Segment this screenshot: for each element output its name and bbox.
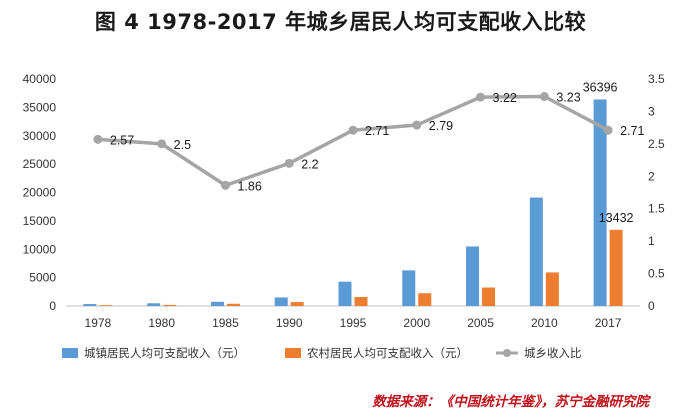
bar-urban <box>402 270 416 306</box>
bar-rural <box>290 302 304 306</box>
bar-rural <box>545 272 559 306</box>
ratio-data-label: 1.86 <box>237 179 261 193</box>
legend-label: 农村居民人均可支配收入（元） <box>307 346 468 360</box>
y-right-tick-label: 1.5 <box>648 202 665 216</box>
ratio-point <box>348 125 358 135</box>
ratio-data-label: 2.57 <box>110 133 134 147</box>
y-right-tick-label: 2 <box>648 169 655 183</box>
ratio-data-label: 3.22 <box>493 91 517 105</box>
x-tick-label: 2010 <box>531 316 558 330</box>
bar-urban <box>83 304 97 306</box>
y-left-tick-label: 10000 <box>23 242 57 256</box>
ratio-point <box>284 158 294 168</box>
bar-urban <box>338 281 352 306</box>
bar-urban <box>593 99 607 306</box>
bar-rural <box>482 287 496 306</box>
ratio-data-label: 2.71 <box>365 124 389 138</box>
y-left-tick-label: 35000 <box>23 100 57 114</box>
bar-rural <box>354 297 368 306</box>
y-left-tick-label: 40000 <box>23 72 57 86</box>
ratio-point <box>157 139 167 149</box>
y-left-tick-label: 25000 <box>23 157 57 171</box>
bar-urban <box>466 246 480 306</box>
legend-swatch-marker <box>503 349 511 357</box>
x-tick-label: 2017 <box>595 316 622 330</box>
ratio-data-label: 3.23 <box>556 91 580 105</box>
bar-rural <box>418 293 432 306</box>
y-left-tick-label: 30000 <box>23 129 57 143</box>
bar-rural <box>609 229 623 306</box>
y-right-tick-label: 1 <box>648 234 655 248</box>
y-left-tick-label: 5000 <box>29 271 56 285</box>
bar-rural <box>163 304 177 306</box>
legend-swatch <box>62 348 78 358</box>
y-right-tick-label: 3 <box>648 104 655 118</box>
bar-data-label: 36396 <box>583 80 618 94</box>
bar-urban <box>274 297 288 306</box>
legend-swatch <box>285 348 301 358</box>
x-tick-label: 2000 <box>403 316 430 330</box>
ratio-point <box>93 134 103 144</box>
y-right-tick-label: 2.5 <box>648 137 665 151</box>
x-tick-label: 1980 <box>148 316 175 330</box>
ratio-data-label: 2.79 <box>429 119 453 133</box>
ratio-point <box>603 125 613 135</box>
y-right-tick-label: 0.5 <box>648 267 665 281</box>
ratio-point <box>476 92 486 102</box>
x-tick-label: 1985 <box>212 316 239 330</box>
ratio-data-label: 2.2 <box>301 157 318 171</box>
bar-urban <box>210 301 224 306</box>
y-right-tick-label: 3.5 <box>648 72 665 86</box>
legend-label: 城乡收入比 <box>524 346 582 360</box>
bar-urban <box>147 303 161 306</box>
ratio-data-label: 2.71 <box>620 124 644 138</box>
ratio-data-label: 2.5 <box>174 138 191 152</box>
y-left-tick-label: 20000 <box>23 186 57 200</box>
data-source-note: 数据来源：《中国统计年鉴》，苏宁金融研究院 <box>372 394 649 410</box>
ratio-point <box>539 92 549 102</box>
chart-title: 图 4 1978-2017 年城乡居民人均可支配收入比较 <box>94 10 587 34</box>
bar-rural <box>226 303 240 306</box>
bar-rural <box>99 305 113 306</box>
y-left-tick-label: 0 <box>49 299 56 313</box>
x-tick-label: 2005 <box>467 316 494 330</box>
ratio-point <box>412 120 422 130</box>
x-tick-label: 1990 <box>276 316 303 330</box>
y-left-tick-label: 15000 <box>23 214 57 228</box>
bar-data-label: 13432 <box>599 211 634 225</box>
ratio-point <box>220 180 230 190</box>
x-tick-label: 1995 <box>340 316 367 330</box>
x-tick-label: 1978 <box>85 316 112 330</box>
legend-label: 城镇居民人均可支配收入（元） <box>84 346 245 360</box>
bar-urban <box>529 197 543 306</box>
y-right-tick-label: 0 <box>648 299 655 313</box>
